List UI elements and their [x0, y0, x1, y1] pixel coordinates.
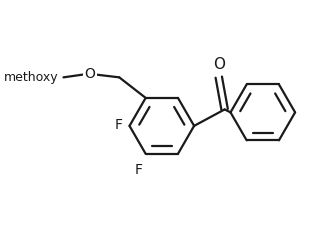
Text: F: F — [114, 118, 122, 132]
Text: F: F — [135, 163, 143, 177]
Text: O: O — [85, 67, 95, 81]
Text: methoxy: methoxy — [4, 71, 59, 84]
Text: O: O — [213, 57, 225, 72]
